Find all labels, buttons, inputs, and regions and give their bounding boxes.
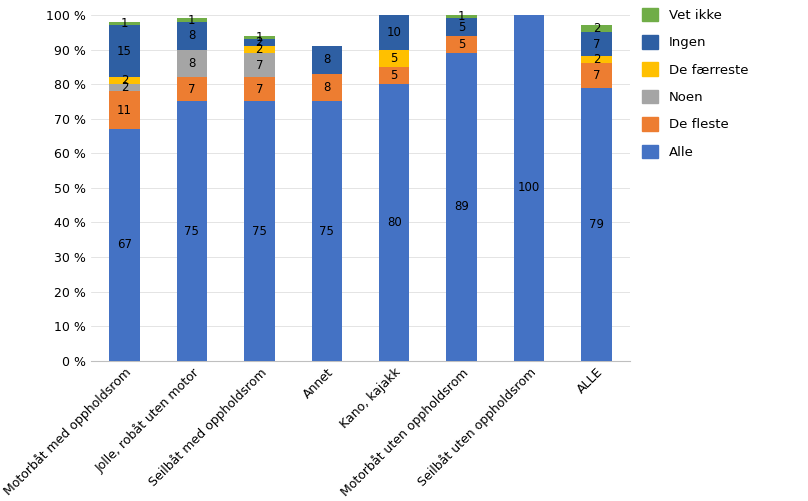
Bar	[581, 57, 612, 64]
Text: 8: 8	[323, 54, 330, 67]
Text: 67: 67	[117, 238, 132, 252]
Legend: Vet ikke, Ingen, De færreste, Noen, De fleste, Alle: Vet ikke, Ingen, De færreste, Noen, De f…	[642, 8, 748, 159]
Text: 8: 8	[188, 57, 196, 70]
Text: 100: 100	[518, 181, 541, 194]
Bar	[312, 101, 342, 361]
Text: 7: 7	[255, 59, 263, 72]
Bar	[109, 22, 140, 26]
Bar	[177, 101, 207, 361]
Text: 5: 5	[390, 52, 398, 65]
Text: 8: 8	[323, 81, 330, 94]
Text: 2: 2	[593, 23, 600, 35]
Bar	[177, 77, 207, 101]
Text: 75: 75	[319, 224, 335, 237]
Text: 75: 75	[252, 224, 267, 237]
Bar	[177, 19, 207, 22]
Text: 15: 15	[117, 45, 132, 58]
Text: 80: 80	[387, 216, 402, 229]
Bar	[447, 53, 477, 361]
Bar	[244, 46, 275, 53]
Bar	[312, 74, 342, 101]
Text: 89: 89	[454, 200, 469, 213]
Bar	[109, 84, 140, 91]
Text: 1: 1	[255, 31, 263, 44]
Bar	[581, 88, 612, 361]
Bar	[447, 19, 477, 36]
Bar	[109, 77, 140, 84]
Text: 5: 5	[390, 69, 398, 82]
Text: 7: 7	[593, 38, 600, 51]
Text: 2: 2	[120, 74, 128, 87]
Bar	[514, 15, 545, 361]
Bar	[581, 26, 612, 32]
Text: 79: 79	[589, 217, 604, 230]
Bar	[244, 53, 275, 77]
Bar	[109, 91, 140, 129]
Text: 2: 2	[120, 81, 128, 94]
Bar	[581, 64, 612, 88]
Text: 2: 2	[255, 36, 263, 49]
Bar	[109, 129, 140, 361]
Bar	[177, 22, 207, 50]
Text: 7: 7	[188, 83, 196, 96]
Bar	[379, 50, 410, 67]
Bar	[109, 26, 140, 77]
Bar	[447, 15, 477, 19]
Text: 1: 1	[120, 17, 128, 30]
Bar	[244, 77, 275, 101]
Text: 5: 5	[458, 21, 465, 34]
Bar	[379, 67, 410, 84]
Text: 7: 7	[593, 69, 600, 82]
Bar	[244, 39, 275, 46]
Text: 1: 1	[188, 14, 196, 27]
Text: 8: 8	[188, 29, 196, 42]
Bar	[177, 50, 207, 77]
Bar	[581, 32, 612, 57]
Text: 5: 5	[458, 38, 465, 51]
Bar	[244, 101, 275, 361]
Bar	[379, 15, 410, 50]
Text: 7: 7	[255, 83, 263, 96]
Bar	[379, 84, 410, 361]
Text: 11: 11	[117, 104, 132, 117]
Text: 2: 2	[255, 43, 263, 56]
Bar	[312, 46, 342, 74]
Text: 2: 2	[593, 54, 600, 67]
Text: 75: 75	[184, 224, 200, 237]
Text: 1: 1	[458, 10, 465, 23]
Bar	[447, 36, 477, 53]
Text: 10: 10	[387, 26, 402, 39]
Bar	[244, 36, 275, 39]
